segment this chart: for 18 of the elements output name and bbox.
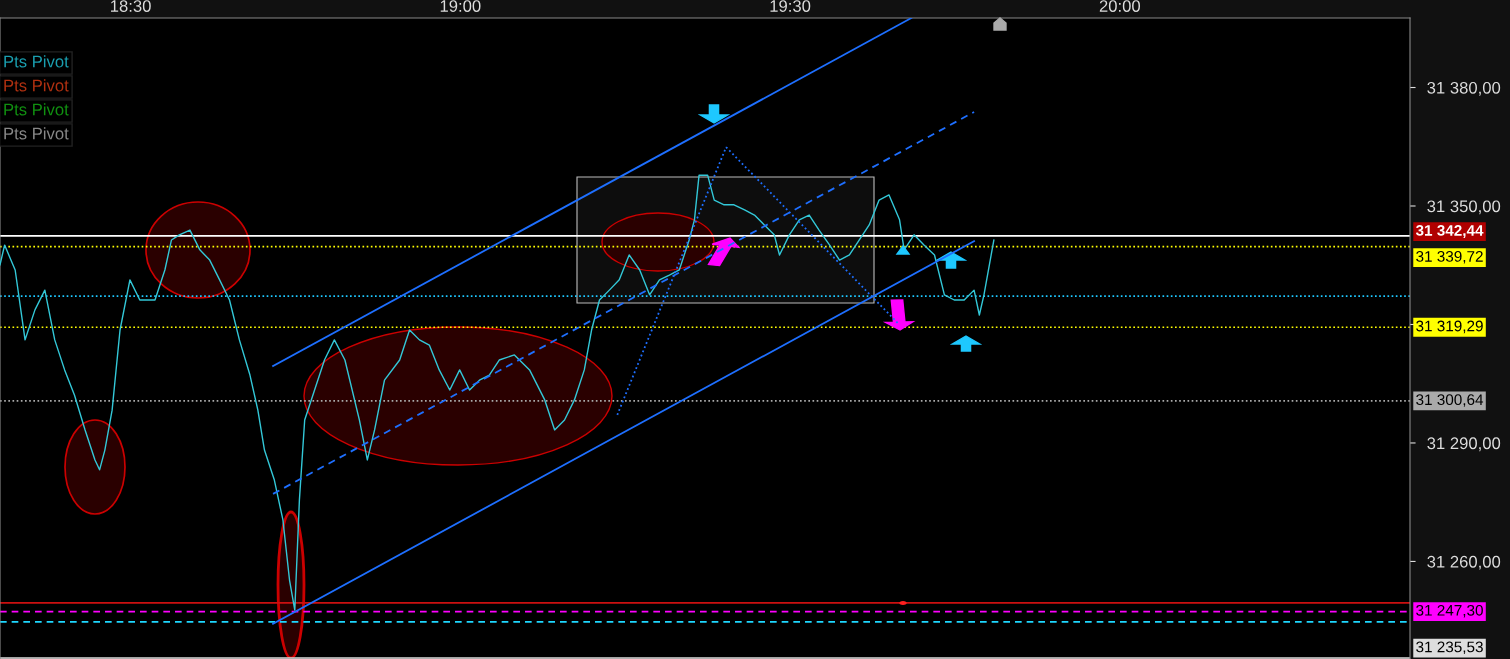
ref-line-label: 31 235,53 (1416, 641, 1483, 655)
x-tick-label: 19:00 (440, 0, 481, 12)
y-tick-label: 31 350,00 (1427, 200, 1501, 215)
ref-line-label: 31 342,44 (1415, 224, 1484, 238)
annotation: Pts Pivot (4, 55, 69, 68)
annotation: Pts Pivot (4, 79, 69, 92)
annotation: Pts Pivot (4, 103, 69, 116)
ref-line-label: 31 319,29 (1416, 320, 1483, 334)
x-tick-label: 19:30 (770, 0, 811, 12)
y-tick-label: 31 290,00 (1427, 437, 1501, 452)
ref-line-label: 31 247,30 (1416, 604, 1483, 618)
y-tick-label: 31 260,00 (1427, 555, 1501, 570)
ref-line-label: 31 339,72 (1416, 250, 1483, 264)
ref-line-label: 31 300,64 (1416, 394, 1484, 407)
x-tick-label: 18:30 (111, 0, 151, 12)
x-tick-label: 20:00 (1099, 0, 1141, 12)
y-tick-label: 31 380,00 (1427, 81, 1501, 96)
annotation: Pts Pivot (4, 127, 69, 140)
